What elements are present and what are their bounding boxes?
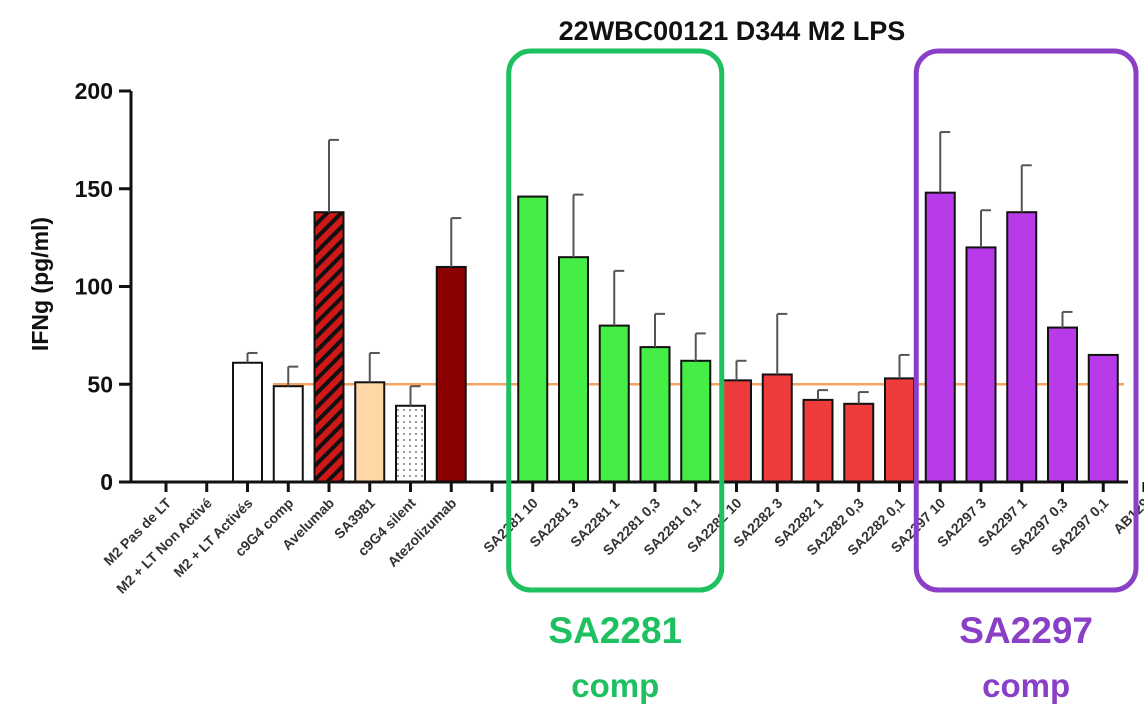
bar — [721, 379, 752, 483]
bar — [884, 377, 915, 484]
bar — [761, 373, 793, 484]
bar — [313, 211, 345, 484]
bar — [802, 398, 834, 484]
bar — [232, 361, 263, 483]
bar — [395, 404, 426, 484]
x-tick-label: AB129 — [1110, 495, 1144, 537]
bar — [598, 324, 630, 483]
highlight-box — [913, 48, 1139, 593]
y-tick-label: 200 — [75, 78, 113, 104]
y-axis-label: IFNg (pg/ml) — [27, 217, 53, 351]
bar — [1006, 211, 1038, 484]
y-tick-label: 150 — [75, 176, 113, 202]
bar — [517, 195, 549, 483]
bar — [965, 246, 997, 483]
group-label-sub: comp — [982, 667, 1070, 704]
bar — [680, 359, 712, 484]
bar — [924, 191, 956, 483]
y-tick-label: 0 — [100, 469, 113, 495]
bar — [639, 346, 671, 484]
bar — [1087, 353, 1119, 483]
bar — [354, 381, 386, 484]
bar — [435, 265, 467, 484]
group-label: SA2281 — [548, 610, 682, 651]
group-label-sub: comp — [571, 667, 659, 704]
chart-title: 22WBC00121 D344 M2 LPS — [559, 16, 906, 46]
group-label: SA2297 — [959, 610, 1093, 651]
y-tick-label: 50 — [87, 371, 113, 397]
y-tick-label: 100 — [75, 274, 113, 300]
bar — [272, 385, 304, 483]
highlight-box — [506, 48, 725, 593]
bar — [1047, 326, 1078, 483]
bar — [843, 402, 875, 483]
bar — [558, 256, 589, 483]
